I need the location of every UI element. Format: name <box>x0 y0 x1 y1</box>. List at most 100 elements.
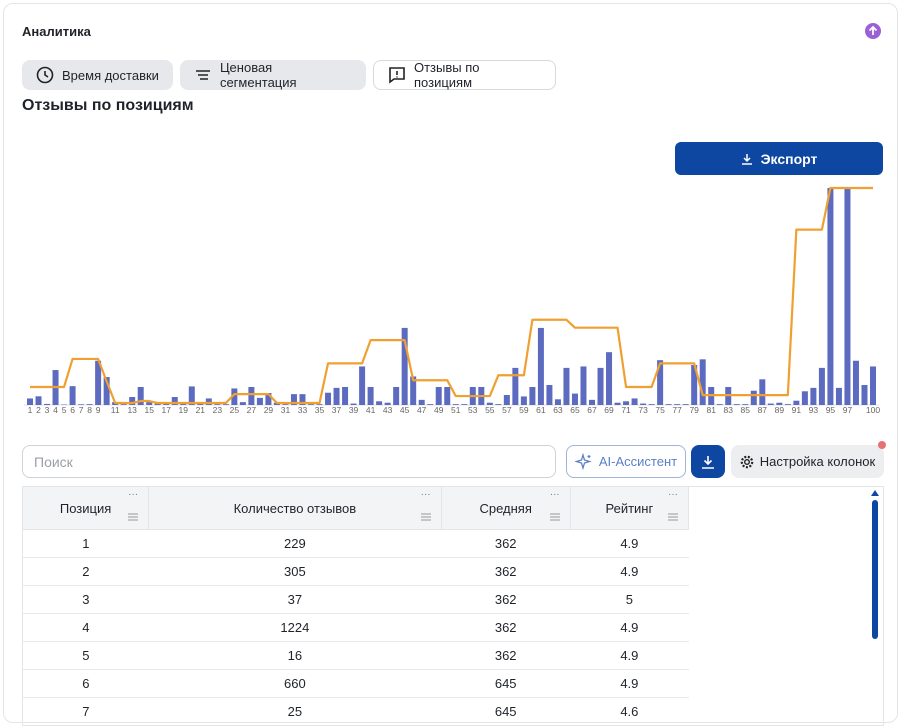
bar <box>580 366 586 405</box>
search-input[interactable]: Поиск <box>22 445 556 478</box>
download-button[interactable] <box>691 445 725 478</box>
scrollbar[interactable] <box>872 500 878 639</box>
table-cell: 5 <box>570 586 688 614</box>
page: {"header": {"title": "Аналитика"}, "tabs… <box>0 0 904 708</box>
table-cell: 645 <box>441 698 570 726</box>
export-button[interactable]: Экспорт <box>675 142 883 175</box>
bar <box>36 396 42 405</box>
table-cell: 6 <box>23 670 149 698</box>
bar <box>529 387 535 405</box>
bar <box>512 368 518 405</box>
bar <box>589 400 595 405</box>
column-filter-icon[interactable] <box>668 513 678 521</box>
bar <box>853 361 859 405</box>
column-filter-icon[interactable] <box>128 513 138 521</box>
tab[interactable]: Ценовая сегментация <box>180 60 366 90</box>
bar <box>257 398 263 405</box>
table-cell: 37 <box>149 586 442 614</box>
column-title: Средняя <box>479 501 531 516</box>
x-tick-label: 55 <box>485 405 495 415</box>
bar <box>700 359 706 405</box>
x-tick-label: 6 <box>70 405 75 415</box>
table-cell: 4.6 <box>570 698 688 726</box>
bar <box>776 403 782 405</box>
x-tick-label: 8 <box>87 405 92 415</box>
x-tick-label: 75 <box>655 405 665 415</box>
x-tick-label: 27 <box>247 405 257 415</box>
bar <box>844 188 850 405</box>
x-tick-label: 23 <box>213 405 223 415</box>
x-tick-label: 39 <box>349 405 359 415</box>
line <box>30 188 873 403</box>
table-cell: 362 <box>441 586 570 614</box>
bar <box>87 404 93 405</box>
bar <box>827 188 833 405</box>
scroll-arrow[interactable] <box>870 489 880 497</box>
x-tick-label: 49 <box>434 405 444 415</box>
x-tick-label: 4 <box>53 405 58 415</box>
bar <box>632 398 638 405</box>
bar <box>70 386 76 405</box>
bar <box>538 328 544 405</box>
table-cell: 1224 <box>149 614 442 642</box>
column-header: Позиция··· <box>23 487 149 530</box>
table-cell: 4.9 <box>570 530 688 558</box>
x-tick-label: 83 <box>724 405 734 415</box>
bar <box>240 402 246 405</box>
table-cell: 3 <box>23 586 149 614</box>
x-tick-label: 65 <box>570 405 580 415</box>
bar <box>759 379 765 405</box>
bar <box>27 398 33 405</box>
table-cell: 7 <box>23 698 149 726</box>
table-cell: 362 <box>441 614 570 642</box>
x-tick-label: 35 <box>315 405 325 415</box>
table-cell: 645 <box>441 670 570 698</box>
table-cell: 4 <box>23 614 149 642</box>
data-table: Позиция···Количество отзывов···Средняя··… <box>23 487 689 726</box>
x-tick-label: 51 <box>451 405 461 415</box>
tab-active[interactable]: Отзывы по позициям <box>373 60 556 90</box>
bar <box>734 404 740 405</box>
x-tick-label: 87 <box>758 405 768 415</box>
column-menu-dots: ··· <box>128 489 138 500</box>
bar <box>368 387 374 405</box>
bar <box>376 401 382 405</box>
gear-icon <box>740 455 754 469</box>
x-tick-label: 29 <box>264 405 274 415</box>
bar <box>598 368 604 405</box>
column-filter-icon[interactable] <box>421 513 431 521</box>
x-tick-label: 33 <box>298 405 308 415</box>
tab[interactable]: Время доставки <box>22 60 173 90</box>
notification-dot <box>878 441 886 449</box>
bar <box>334 388 340 405</box>
columns-button[interactable]: Настройка колонок <box>731 445 884 478</box>
x-tick-label: 93 <box>809 405 819 415</box>
bar <box>861 385 867 405</box>
x-tick-label: 7 <box>79 405 84 415</box>
x-tick-label: 100 <box>866 405 880 415</box>
ai-label: AI-Ассистент <box>599 454 677 469</box>
bar <box>546 385 552 405</box>
collapse-icon[interactable] <box>864 22 882 40</box>
bar <box>325 393 331 405</box>
table-cell: 4.9 <box>570 670 688 698</box>
table-cell: 2 <box>23 558 149 586</box>
bar <box>870 366 876 405</box>
column-filter-icon[interactable] <box>550 513 560 521</box>
x-tick-label: 17 <box>162 405 172 415</box>
x-tick-label: 11 <box>111 405 120 415</box>
ai-button[interactable]: AI-Ассистент <box>566 445 686 478</box>
x-tick-label: 9 <box>96 405 101 415</box>
bar <box>572 394 578 405</box>
sparkle-icon <box>575 453 593 471</box>
table-cell: 660 <box>149 670 442 698</box>
table-cell: 4.9 <box>570 614 688 642</box>
column-menu-dots: ··· <box>421 489 431 500</box>
bar <box>521 396 527 405</box>
x-tick-label: 63 <box>553 405 563 415</box>
bar <box>78 404 84 405</box>
